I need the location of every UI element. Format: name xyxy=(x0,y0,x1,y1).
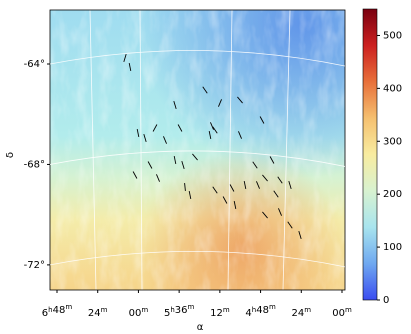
y-tick-label: -72° xyxy=(24,260,45,271)
x-tick-label: 4h48m xyxy=(245,303,276,319)
x-tick-label: 5h36m xyxy=(164,303,195,319)
colorbar xyxy=(362,8,378,301)
colorbar-tick-label: 400 xyxy=(383,83,402,94)
polarization-segment xyxy=(173,155,177,165)
y-tick-label: -64° xyxy=(24,59,45,70)
y-tick-label: -68° xyxy=(24,159,45,170)
colorbar-tick-label: 100 xyxy=(383,242,402,253)
polarization-segment xyxy=(222,196,228,204)
x-axis-label: α xyxy=(197,322,204,333)
x-tick-label: 00m xyxy=(332,306,352,319)
polarization-segment xyxy=(287,221,293,229)
polarization-segment xyxy=(132,171,138,179)
polarization-segment xyxy=(156,174,160,182)
dec-grid-line xyxy=(50,50,345,67)
polarization-segment xyxy=(243,180,247,190)
polarization-segment xyxy=(212,186,218,194)
colorbar-tick-label: 200 xyxy=(383,189,402,200)
polarization-segment xyxy=(233,200,237,210)
polarization-segment xyxy=(277,176,283,184)
polarization-segment xyxy=(256,181,260,189)
y-axis-label: δ xyxy=(5,152,16,158)
polarization-segment xyxy=(143,134,147,142)
colorbar-tick-label: 500 xyxy=(383,30,402,41)
colorbar-tick-label: 0 xyxy=(383,295,389,306)
polarization-segment xyxy=(202,86,208,94)
map-frame xyxy=(49,9,346,291)
polarization-segment xyxy=(181,161,185,169)
polarization-segment xyxy=(177,124,183,132)
polarization-segment xyxy=(259,116,265,124)
dec-grid-line xyxy=(50,250,345,268)
polarization-segment xyxy=(278,208,282,216)
polarization-segment xyxy=(238,131,242,139)
polarization-segment xyxy=(288,181,292,189)
polarization-segment xyxy=(262,211,268,219)
x-tick-label: 6h48m xyxy=(42,303,73,319)
polarization-segment xyxy=(136,128,140,138)
polarization-segment xyxy=(152,124,158,132)
x-tick-label: 12m xyxy=(210,306,230,319)
polarization-segment xyxy=(210,122,214,130)
polarization-segment xyxy=(273,190,279,198)
polarization-segment xyxy=(229,184,235,192)
colorbar-tick-label: 300 xyxy=(383,136,402,147)
polarization-segment xyxy=(188,190,192,200)
polarization-segment xyxy=(212,126,218,134)
polarization-segment xyxy=(173,101,177,109)
polarization-segment xyxy=(147,161,153,169)
polarization-segment xyxy=(252,161,258,169)
polarization-segment xyxy=(262,174,268,182)
polarization-segment xyxy=(163,136,167,144)
polarization-segment xyxy=(298,231,302,239)
dec-grid-line xyxy=(50,150,345,167)
sky-map xyxy=(50,10,345,290)
polarization-segment xyxy=(269,156,275,164)
polarization-segment xyxy=(123,54,127,62)
polarization-segment xyxy=(192,153,198,161)
polarization-vectors xyxy=(123,54,302,239)
x-tick-label: 00m xyxy=(129,306,149,319)
polarization-segment xyxy=(208,130,212,140)
polarization-segment xyxy=(218,99,222,107)
polarization-segment xyxy=(128,62,132,72)
polarization-segment xyxy=(184,182,186,192)
x-tick-label: 24m xyxy=(88,306,108,319)
x-tick-label: 24m xyxy=(291,306,311,319)
polarization-segment xyxy=(237,96,243,104)
